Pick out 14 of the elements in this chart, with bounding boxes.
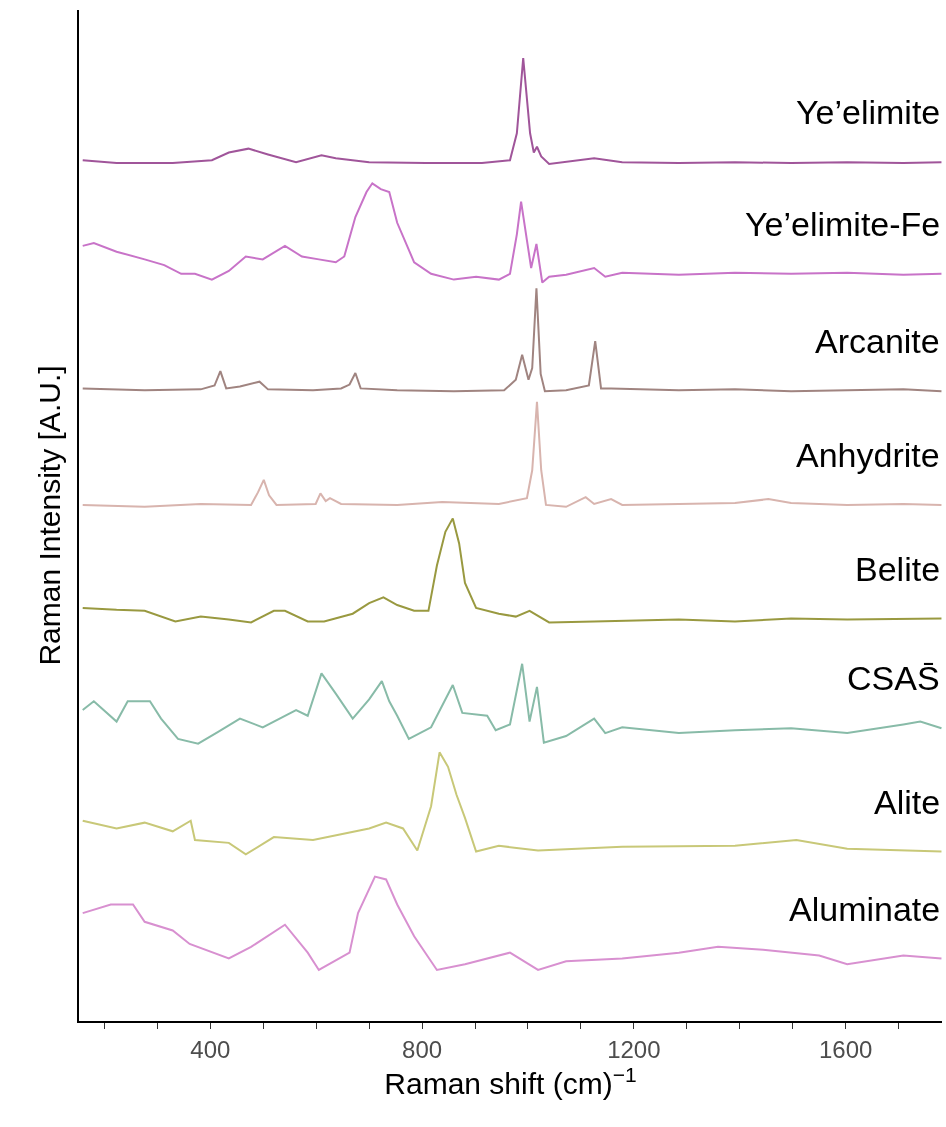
series-label: Aluminate — [789, 890, 941, 928]
series-label: Anhydrite — [796, 436, 940, 474]
series-label: Ye’elimite-Fe — [745, 205, 941, 243]
x-tick-label: 400 — [190, 1035, 231, 1063]
x-tick-label: 1200 — [607, 1035, 661, 1063]
series-label: Arcanite — [815, 322, 940, 360]
x-tick-label: 800 — [402, 1035, 443, 1063]
series-label: Alite — [874, 783, 941, 821]
series-label: Ye’elimite — [796, 93, 941, 131]
x-axis-title: Raman shift (cm)$^{−1}$ — [384, 1062, 637, 1101]
y-axis-title: Raman Intensity [A.U.] — [32, 365, 66, 666]
series-label: CSAS̄ — [847, 659, 940, 697]
series-label: Belite — [855, 550, 941, 588]
x-tick-label: 1600 — [818, 1035, 873, 1063]
